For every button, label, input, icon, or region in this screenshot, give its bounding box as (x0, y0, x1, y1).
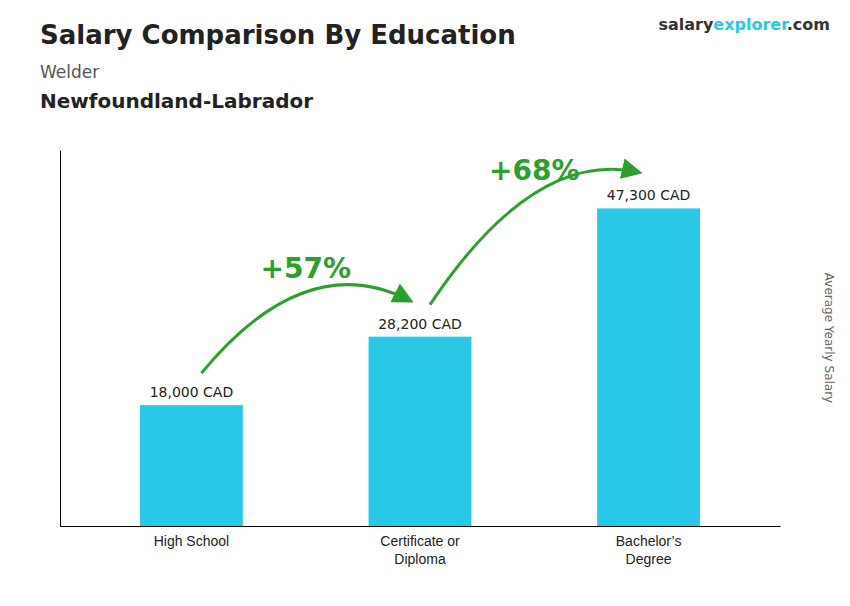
x-tick-label-line: Degree (626, 551, 672, 567)
growth-arrow (201, 285, 410, 374)
y-axis (60, 151, 61, 527)
data-label: 18,000 CAD (150, 384, 234, 400)
x-tick: Certificate or Diploma (380, 526, 460, 567)
subtitle: Newfoundland-Labrador (40, 89, 313, 113)
bars (140, 208, 700, 526)
growth-label: +57% (260, 252, 350, 285)
title: Salary Comparison By Education (40, 20, 516, 50)
y-axis-line (60, 151, 61, 527)
x-tick: Bachelor’s Degree (616, 526, 682, 567)
x-tick-label: Bachelor’s Degree (616, 533, 682, 567)
x-tick-label-line: High School (154, 533, 230, 549)
x-axis-line (61, 526, 781, 527)
watermark: salaryexplorer.com (658, 15, 830, 34)
x-tick-label-line: Certificate or (380, 533, 460, 549)
bar (369, 337, 472, 526)
subtitle: Welder (40, 62, 99, 82)
x-tick-label: High School (154, 533, 230, 549)
data-label: 28,200 CAD (378, 316, 462, 332)
x-tick: High School (154, 526, 230, 549)
bar (597, 208, 700, 526)
data-label: 47,300 CAD (607, 187, 691, 203)
growth-label: +68% (489, 154, 579, 187)
x-tick-label-line: Diploma (394, 551, 446, 567)
x-axis: High School Certificate or Diploma Bachelor… (61, 526, 781, 567)
growth-arrow (430, 169, 639, 304)
plot: High School Certificate or Diploma Bachelor… (61, 151, 781, 568)
bar (140, 405, 243, 526)
y-axis-title: Average Yearly Salary (822, 273, 836, 403)
x-tick-label-line: Bachelor’s (616, 533, 682, 549)
watermark-part: salary (658, 15, 713, 34)
chart: Salary Comparison By Education Welder Newf… (0, 0, 850, 606)
watermark-part: explorer (713, 15, 789, 34)
watermark-part: .com (787, 15, 830, 34)
x-tick-label: Certificate or Diploma (380, 533, 460, 567)
